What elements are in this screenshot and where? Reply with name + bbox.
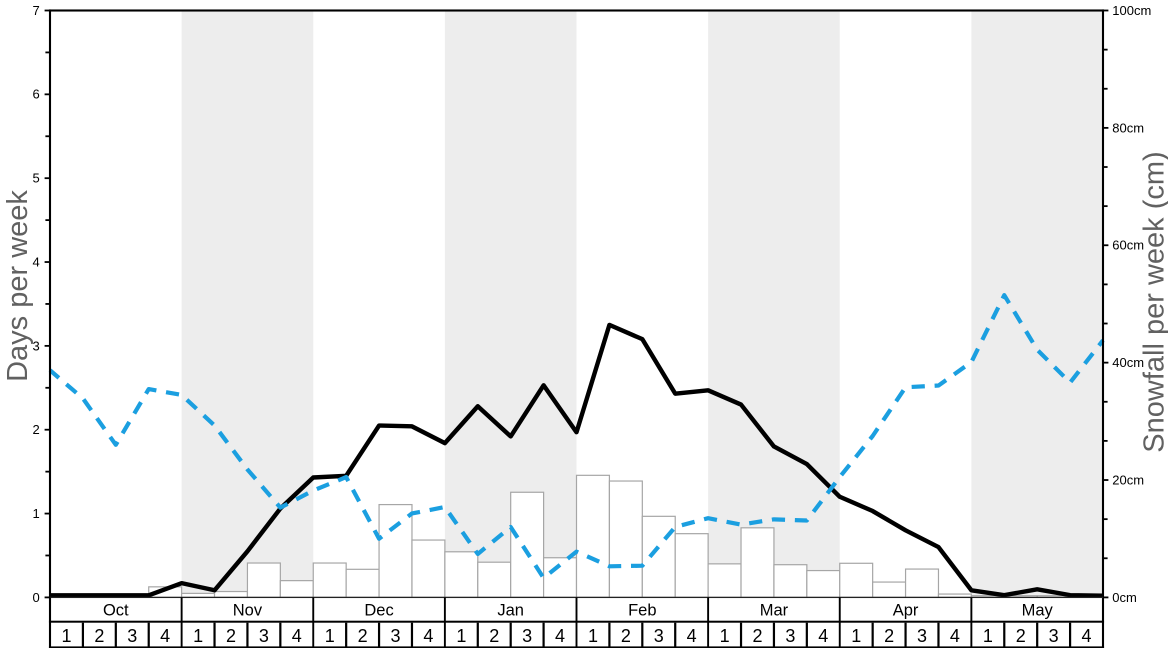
- svg-text:Feb: Feb: [628, 602, 656, 620]
- svg-text:2: 2: [621, 626, 631, 646]
- svg-text:0cm: 0cm: [1112, 590, 1137, 605]
- svg-text:6: 6: [32, 87, 39, 102]
- svg-text:3: 3: [1049, 626, 1059, 646]
- svg-text:3: 3: [127, 626, 137, 646]
- svg-text:1: 1: [61, 626, 71, 646]
- svg-text:Days per week: Days per week: [2, 190, 34, 382]
- svg-text:40cm: 40cm: [1112, 355, 1144, 370]
- svg-text:4: 4: [818, 626, 828, 646]
- svg-text:Apr: Apr: [893, 602, 919, 620]
- svg-text:Oct: Oct: [103, 602, 129, 620]
- svg-text:100cm: 100cm: [1112, 3, 1151, 18]
- svg-text:2: 2: [1016, 626, 1026, 646]
- svg-text:3: 3: [32, 338, 39, 353]
- svg-text:4: 4: [1082, 626, 1092, 646]
- svg-text:5: 5: [32, 171, 39, 186]
- svg-text:1: 1: [456, 626, 466, 646]
- svg-text:4: 4: [32, 254, 39, 269]
- svg-text:1: 1: [193, 626, 203, 646]
- svg-text:2: 2: [32, 422, 39, 437]
- svg-text:4: 4: [292, 626, 302, 646]
- svg-text:1: 1: [325, 626, 335, 646]
- svg-text:Snowfall per week (cm): Snowfall per week (cm): [1139, 151, 1168, 452]
- svg-text:80cm: 80cm: [1112, 120, 1144, 135]
- svg-text:Mar: Mar: [760, 602, 789, 620]
- svg-text:2: 2: [94, 626, 104, 646]
- svg-text:Jan: Jan: [497, 602, 524, 620]
- svg-text:0: 0: [32, 590, 39, 605]
- svg-text:7: 7: [32, 3, 39, 18]
- svg-text:2: 2: [489, 626, 499, 646]
- svg-text:3: 3: [654, 626, 664, 646]
- svg-text:4: 4: [160, 626, 170, 646]
- svg-text:2: 2: [226, 626, 236, 646]
- svg-text:20cm: 20cm: [1112, 472, 1144, 487]
- svg-text:2: 2: [358, 626, 368, 646]
- svg-text:1: 1: [983, 626, 993, 646]
- svg-text:Nov: Nov: [233, 602, 263, 620]
- svg-text:1: 1: [588, 626, 598, 646]
- svg-text:2: 2: [884, 626, 894, 646]
- svg-text:3: 3: [785, 626, 795, 646]
- svg-text:3: 3: [522, 626, 532, 646]
- svg-text:May: May: [1022, 602, 1054, 620]
- svg-text:4: 4: [423, 626, 433, 646]
- svg-text:4: 4: [950, 626, 960, 646]
- svg-text:3: 3: [391, 626, 401, 646]
- svg-text:4: 4: [555, 626, 565, 646]
- svg-text:3: 3: [917, 626, 927, 646]
- svg-text:3: 3: [259, 626, 269, 646]
- svg-text:4: 4: [687, 626, 697, 646]
- svg-text:60cm: 60cm: [1112, 238, 1144, 253]
- svg-text:1: 1: [32, 506, 39, 521]
- svg-text:1: 1: [851, 626, 861, 646]
- svg-text:2: 2: [752, 626, 762, 646]
- svg-text:Dec: Dec: [364, 602, 393, 620]
- svg-text:1: 1: [720, 626, 730, 646]
